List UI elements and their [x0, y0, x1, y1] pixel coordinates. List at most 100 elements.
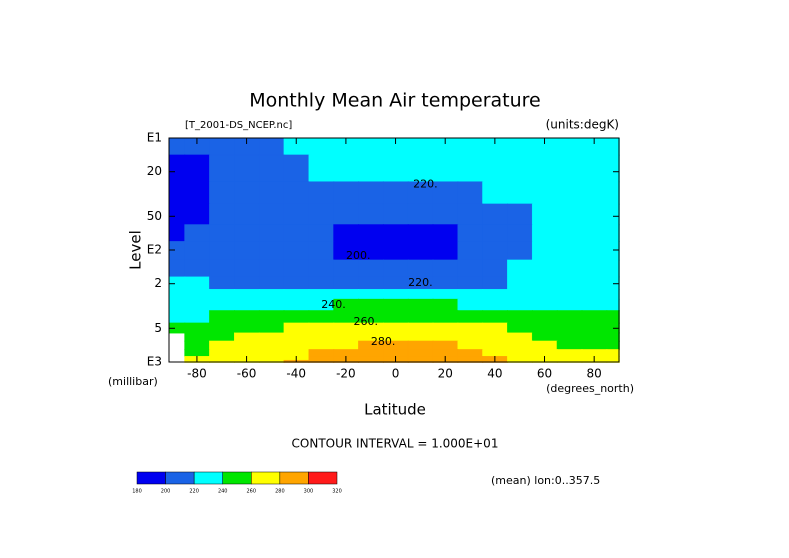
contour-cell — [258, 340, 285, 351]
contour-cell — [168, 310, 186, 324]
colorbar-label: 240 — [218, 489, 228, 495]
contour-cell — [258, 310, 285, 324]
contour-cell — [556, 224, 583, 243]
contour-cell — [168, 203, 186, 226]
contour-cell — [407, 137, 434, 156]
contour-cell — [457, 241, 484, 261]
contour-cell — [507, 259, 533, 278]
contour-cell — [507, 349, 533, 357]
contour-cell — [457, 224, 484, 243]
contour-cell — [531, 203, 558, 226]
contour-cell — [606, 359, 620, 363]
contour-cell — [507, 288, 533, 300]
contour-cell — [432, 310, 459, 324]
contour-cell — [507, 332, 533, 342]
contour-cell — [531, 241, 558, 261]
contour-cell — [581, 288, 608, 300]
contour-cell — [407, 310, 434, 324]
contour-cell — [432, 349, 459, 357]
contour-label: 220. — [413, 177, 438, 190]
contour-cell — [581, 203, 608, 226]
contour-cell — [482, 310, 509, 324]
contour-cell — [209, 137, 235, 156]
contour-cell — [482, 241, 509, 261]
contour-cell — [333, 259, 360, 278]
contour-cell — [556, 259, 583, 278]
x-tick-label: -20 — [336, 367, 356, 381]
contour-cell — [482, 259, 509, 278]
contour-cell — [432, 340, 459, 351]
contour-cell — [556, 154, 583, 183]
contour-cell — [556, 310, 583, 324]
contour-cell — [308, 322, 335, 334]
contour-cell — [606, 259, 620, 278]
x-tick-label: -80 — [187, 367, 207, 381]
colorbar-swatch — [308, 471, 338, 485]
contour-cell — [168, 288, 186, 300]
contour-cell — [308, 276, 335, 290]
contour-cell — [234, 154, 260, 183]
contour-cell — [581, 340, 608, 351]
contour-cell — [407, 224, 434, 243]
contour-cell — [358, 276, 384, 290]
y-axis-label: Level — [127, 230, 145, 270]
contour-cell — [457, 276, 484, 290]
contour-cell — [457, 298, 484, 312]
contour-cell — [482, 288, 509, 300]
contour-cell — [507, 340, 533, 351]
contour-cell — [168, 298, 186, 312]
colorbar-swatch — [279, 471, 309, 485]
contour-cell — [606, 181, 620, 205]
contour-cell — [531, 310, 558, 324]
contour-cell — [234, 241, 260, 261]
contour-cell — [581, 298, 608, 312]
contour-cell — [308, 154, 335, 183]
contour-cell — [482, 340, 509, 351]
contour-cell — [308, 349, 335, 357]
contour-cell — [407, 288, 434, 300]
contour-cell — [507, 224, 533, 243]
contour-cell — [432, 276, 459, 290]
contour-cell — [184, 241, 211, 261]
contour-cell — [358, 137, 384, 156]
contour-cell — [283, 241, 310, 261]
contour-cell — [258, 241, 285, 261]
contour-cell — [606, 241, 620, 261]
contour-cell — [457, 349, 484, 357]
contour-cell — [258, 332, 285, 342]
contour-cell — [308, 259, 335, 278]
contour-cell — [209, 310, 235, 324]
colorbar-label: 260 — [247, 489, 257, 495]
contour-cell — [407, 203, 434, 226]
colorbar-label: 320 — [332, 489, 342, 495]
contour-cell — [457, 259, 484, 278]
contour-cell — [556, 241, 583, 261]
contour-cell — [234, 332, 260, 342]
colorbar-swatch — [193, 471, 223, 485]
contour-cell — [168, 259, 186, 278]
contour-cell — [283, 349, 310, 357]
contour-cell — [382, 181, 409, 205]
contour-cell — [556, 322, 583, 334]
contour-cell — [283, 224, 310, 243]
contour-cell — [457, 181, 484, 205]
contour-cell — [308, 181, 335, 205]
contour-cell — [258, 288, 285, 300]
contour-cell — [382, 288, 409, 300]
contour-cell — [507, 203, 533, 226]
contour-cell — [507, 137, 533, 156]
contour-cell — [507, 310, 533, 324]
contour-cell — [482, 322, 509, 334]
contour-cell — [258, 259, 285, 278]
y-tick-label: 5 — [154, 321, 162, 335]
contour-cell — [581, 259, 608, 278]
contour-cell — [209, 276, 235, 290]
contour-cell — [258, 349, 285, 357]
contour-cell — [184, 276, 211, 290]
contour-cell — [457, 288, 484, 300]
contour-cell — [283, 154, 310, 183]
contour-cell — [184, 288, 211, 300]
colorbar-label: 220 — [189, 489, 199, 495]
contour-cell — [258, 298, 285, 312]
